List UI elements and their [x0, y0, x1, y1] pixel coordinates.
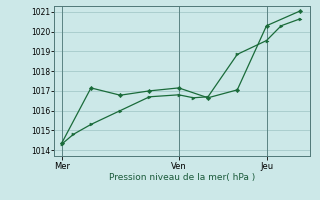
X-axis label: Pression niveau de la mer( hPa ): Pression niveau de la mer( hPa ) [109, 173, 256, 182]
